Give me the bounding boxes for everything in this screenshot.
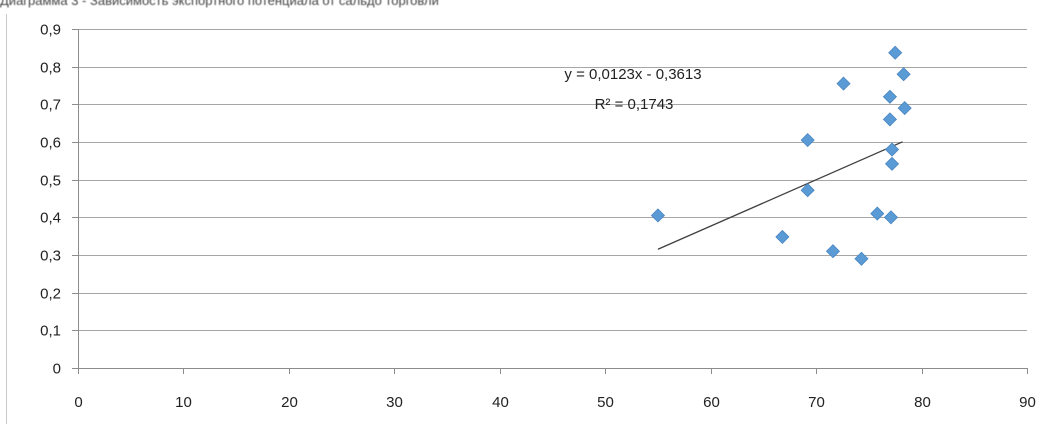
x-tick-label: 10 [175,394,192,411]
y-tick-label: 0,5 [40,173,61,190]
y-tick-label: 0,1 [40,323,61,340]
data-point [870,206,885,221]
data-point [836,76,851,91]
data-point [825,244,841,259]
y-tick-label: 0,4 [40,210,61,227]
x-tick-label: 20 [281,394,298,411]
chart-title: Диаграмма 3 - Зависимость экспортного по… [0,0,439,8]
y-tick-label: 0,2 [40,286,61,303]
data-point [800,183,815,198]
data-point [882,89,897,104]
y-tick-label: 0,8 [40,60,61,77]
data-point [897,101,912,116]
data-point [854,251,869,266]
y-tick-label: 0,3 [40,248,61,265]
data-point [650,208,666,223]
data-point [800,133,815,148]
x-tick-label: 80 [914,394,931,411]
y-tick-label: 0,9 [40,22,61,39]
data-point [884,156,900,171]
y-tick-label: 0,7 [40,97,61,114]
x-tick-label: 70 [808,394,825,411]
trendline-equation: y = 0,0123x - 0,3613 [564,66,701,83]
data-point [882,112,897,127]
data-point [775,229,790,244]
data-point [896,67,911,82]
data-point [884,142,900,157]
chart-frame-edge [6,14,7,424]
data-point [888,45,903,60]
x-tick-label: 90 [1019,394,1036,411]
data-point [883,210,899,225]
trendline [657,141,903,250]
y-tick-label: 0,6 [40,135,61,152]
trendline-r-squared: R² = 0,1743 [595,96,674,113]
y-tick-label: 0 [53,361,61,378]
x-tick-label: 40 [492,394,509,411]
x-tick-label: 30 [386,394,403,411]
x-tick-label: 0 [74,394,82,411]
x-tick-label: 60 [703,394,720,411]
x-tick-label: 50 [597,394,614,411]
